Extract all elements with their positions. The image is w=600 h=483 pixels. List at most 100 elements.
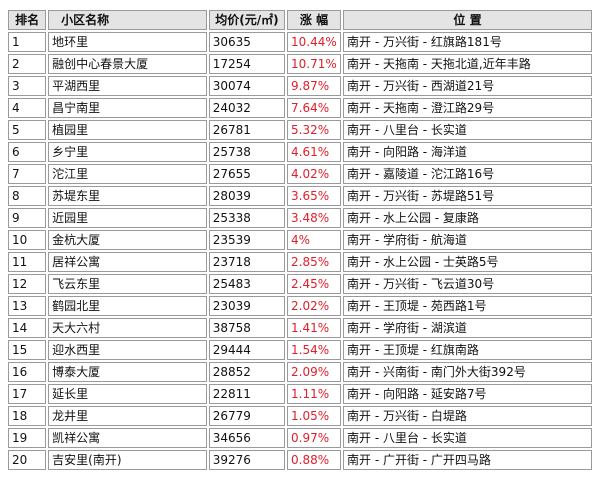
cell-rank: 4: [8, 98, 47, 118]
cell-location: 南开 - 水上公园 - 复康路: [343, 208, 592, 228]
cell-name: 居祥公寓: [48, 252, 207, 272]
cell-name: 金杭大厦: [48, 230, 207, 250]
cell-rank: 15: [8, 340, 47, 360]
cell-rank: 12: [8, 274, 47, 294]
cell-rank: 9: [8, 208, 47, 228]
cell-price: 39276: [208, 450, 286, 470]
cell-name: 地环里: [48, 32, 207, 52]
cell-location: 南开 - 王顶堤 - 苑西路1号: [343, 296, 592, 316]
cell-change: 2.85%: [287, 252, 341, 272]
cell-location: 南开 - 万兴街 - 红旗路181号: [343, 32, 592, 52]
table-row: 15 迎水西里 29444 1.54% 南开 - 王顶堤 - 红旗南路: [8, 340, 592, 360]
cell-location: 南开 - 天拖南 - 天拖北道,近年丰路: [343, 54, 592, 74]
cell-location: 南开 - 八里台 - 长实道: [343, 120, 592, 140]
cell-rank: 11: [8, 252, 47, 272]
cell-price: 17254: [208, 54, 286, 74]
cell-name: 天大六村: [48, 318, 207, 338]
cell-name: 近园里: [48, 208, 207, 228]
cell-price: 26779: [208, 406, 286, 426]
table-header-row: 排名 小区名称 均价(元/㎡) 涨 幅 位 置: [8, 10, 592, 30]
cell-price: 30635: [208, 32, 286, 52]
table-row: 1 地环里 30635 10.44% 南开 - 万兴街 - 红旗路181号: [8, 32, 592, 52]
cell-change: 9.87%: [287, 76, 341, 96]
table-row: 18 龙井里 26779 1.05% 南开 - 万兴街 - 白堤路: [8, 406, 592, 426]
cell-rank: 17: [8, 384, 47, 404]
cell-location: 南开 - 学府街 - 湖滨道: [343, 318, 592, 338]
table-row: 9 近园里 25338 3.48% 南开 - 水上公园 - 复康路: [8, 208, 592, 228]
table-row: 10 金杭大厦 23539 4% 南开 - 学府街 - 航海道: [8, 230, 592, 250]
cell-change: 1.54%: [287, 340, 341, 360]
cell-rank: 3: [8, 76, 47, 96]
cell-price: 23039: [208, 296, 286, 316]
cell-rank: 7: [8, 164, 47, 184]
cell-price: 25338: [208, 208, 286, 228]
cell-location: 南开 - 万兴街 - 苏堤路51号: [343, 186, 592, 206]
cell-name: 昌宁南里: [48, 98, 207, 118]
cell-rank: 2: [8, 54, 47, 74]
cell-location: 南开 - 天拖南 - 澄江路29号: [343, 98, 592, 118]
header-rank: 排名: [8, 10, 47, 30]
cell-location: 南开 - 兴南街 - 南门外大街392号: [343, 362, 592, 382]
table-row: 8 苏堤东里 28039 3.65% 南开 - 万兴街 - 苏堤路51号: [8, 186, 592, 206]
table-body: 1 地环里 30635 10.44% 南开 - 万兴街 - 红旗路181号 2 融创中心春景…: [8, 32, 592, 470]
cell-name: 龙井里: [48, 406, 207, 426]
cell-rank: 19: [8, 428, 47, 448]
cell-location: 南开 - 八里台 - 长实道: [343, 428, 592, 448]
cell-location: 南开 - 向阳路 - 海洋道: [343, 142, 592, 162]
table-row: 19 凯祥公寓 34656 0.97% 南开 - 八里台 - 长实道: [8, 428, 592, 448]
cell-rank: 10: [8, 230, 47, 250]
cell-price: 25483: [208, 274, 286, 294]
table-row: 16 博泰大厦 28852 2.09% 南开 - 兴南街 - 南门外大街392号: [8, 362, 592, 382]
cell-price: 29444: [208, 340, 286, 360]
cell-price: 28039: [208, 186, 286, 206]
cell-price: 23539: [208, 230, 286, 250]
cell-change: 5.32%: [287, 120, 341, 140]
cell-name: 凯祥公寓: [48, 428, 207, 448]
cell-change: 10.44%: [287, 32, 341, 52]
cell-change: 1.41%: [287, 318, 341, 338]
table-row: 5 植园里 26781 5.32% 南开 - 八里台 - 长实道: [8, 120, 592, 140]
cell-rank: 1: [8, 32, 47, 52]
table-row: 14 天大六村 38758 1.41% 南开 - 学府街 - 湖滨道: [8, 318, 592, 338]
cell-name: 延长里: [48, 384, 207, 404]
cell-price: 34656: [208, 428, 286, 448]
table-row: 4 昌宁南里 24032 7.64% 南开 - 天拖南 - 澄江路29号: [8, 98, 592, 118]
cell-change: 0.88%: [287, 450, 341, 470]
cell-name: 平湖西里: [48, 76, 207, 96]
header-price: 均价(元/㎡): [208, 10, 286, 30]
table-row: 7 沱江里 27655 4.02% 南开 - 嘉陵道 - 沱江路16号: [8, 164, 592, 184]
cell-change: 2.09%: [287, 362, 341, 382]
cell-price: 24032: [208, 98, 286, 118]
cell-location: 南开 - 万兴街 - 白堤路: [343, 406, 592, 426]
cell-price: 38758: [208, 318, 286, 338]
cell-name: 飞云东里: [48, 274, 207, 294]
cell-price: 30074: [208, 76, 286, 96]
cell-location: 南开 - 嘉陵道 - 沱江路16号: [343, 164, 592, 184]
table-row: 13 鹤园北里 23039 2.02% 南开 - 王顶堤 - 苑西路1号: [8, 296, 592, 316]
cell-name: 乡宁里: [48, 142, 207, 162]
cell-change: 1.11%: [287, 384, 341, 404]
table-row: 2 融创中心春景大厦 17254 10.71% 南开 - 天拖南 - 天拖北道,近年丰路: [8, 54, 592, 74]
cell-price: 23718: [208, 252, 286, 272]
table-row: 17 延长里 22811 1.11% 南开 - 向阳路 - 延安路7号: [8, 384, 592, 404]
cell-location: 南开 - 万兴街 - 飞云道30号: [343, 274, 592, 294]
cell-rank: 6: [8, 142, 47, 162]
cell-rank: 16: [8, 362, 47, 382]
cell-price: 28852: [208, 362, 286, 382]
cell-change: 3.65%: [287, 186, 341, 206]
cell-change: 1.05%: [287, 406, 341, 426]
cell-change: 7.64%: [287, 98, 341, 118]
table-row: 20 吉安里(南开) 39276 0.88% 南开 - 广开街 - 广开四马路: [8, 450, 592, 470]
header-name: 小区名称: [48, 10, 207, 30]
cell-change: 4.61%: [287, 142, 341, 162]
cell-name: 植园里: [48, 120, 207, 140]
cell-rank: 5: [8, 120, 47, 140]
cell-change: 4.02%: [287, 164, 341, 184]
table-row: 12 飞云东里 25483 2.45% 南开 - 万兴街 - 飞云道30号: [8, 274, 592, 294]
cell-rank: 13: [8, 296, 47, 316]
ranking-table: 排名 小区名称 均价(元/㎡) 涨 幅 位 置 1 地环里 30635 10.44% 南…: [6, 8, 594, 472]
cell-change: 2.45%: [287, 274, 341, 294]
header-location: 位 置: [343, 10, 592, 30]
cell-change: 10.71%: [287, 54, 341, 74]
cell-location: 南开 - 水上公园 - 士英路5号: [343, 252, 592, 272]
